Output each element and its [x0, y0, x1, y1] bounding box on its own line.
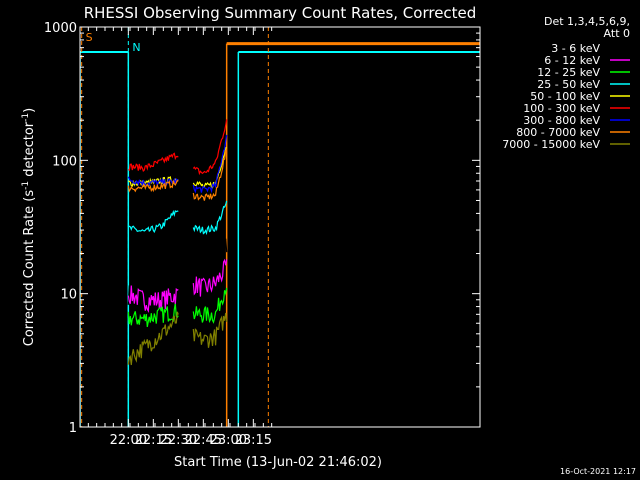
series-line: [128, 175, 179, 187]
legend-label: 3 - 6 keV: [551, 42, 600, 55]
x-tick-label: 22:00: [110, 433, 147, 448]
y-tick-label: 100: [52, 154, 77, 169]
x-axis-label: Start Time (13-Jun-02 21:46:02): [174, 455, 382, 470]
y-label-sup: -1: [21, 181, 31, 190]
legend-label: 6 - 12 keV: [544, 54, 600, 67]
series-line: [128, 152, 179, 172]
series-line: [192, 149, 228, 201]
series-line: [127, 276, 179, 305]
y-tick-label: 1: [69, 421, 77, 436]
y-label-main: Corrected Count Rate (s: [22, 190, 37, 347]
legend-label: 7000 - 15000 keV: [502, 138, 600, 151]
series-line: [127, 179, 179, 193]
legend-label: 800 - 7000 keV: [516, 126, 600, 139]
series-line: [192, 200, 228, 236]
legend-label: 100 - 300 keV: [523, 102, 600, 115]
series-line: [192, 258, 228, 297]
series-line: [127, 209, 179, 234]
series-line: [192, 147, 227, 189]
plot-frame: [79, 26, 481, 428]
x-tick-label: 22:15: [135, 433, 172, 448]
y-tick-label: 1000: [44, 21, 77, 36]
series-line: [127, 176, 179, 188]
y-tick-label: 10: [60, 288, 77, 303]
legend-label: 25 - 50 keV: [537, 78, 600, 91]
series-line: [192, 287, 228, 324]
series-line: [127, 285, 179, 313]
x-tick-label: 22:30: [160, 433, 197, 448]
x-tick-label: 22:45: [185, 433, 222, 448]
series-line: [127, 303, 179, 328]
x-tick-label: 23:00: [210, 433, 247, 448]
series-line: [192, 312, 228, 348]
svg-text:Corrected Count Rate (s-1 dete: Corrected Count Rate (s-1 detector-1): [21, 108, 37, 346]
y-axis-label: Corrected Count Rate (s-1 detector-1): [21, 108, 37, 346]
legend-header: Det 1,3,4,5,6,9,: [544, 15, 630, 28]
y-label-end: detector: [22, 121, 37, 181]
legend-label: 300 - 800 keV: [523, 114, 600, 127]
x-tick-label: 23:15: [235, 433, 272, 448]
series-line: [192, 134, 228, 194]
y-label-sup2: -1: [21, 113, 31, 122]
y-label-close: ): [22, 108, 37, 113]
series-line: [192, 119, 228, 176]
saa-marker-label: N: [132, 41, 140, 54]
legend-label: 12 - 25 keV: [537, 66, 600, 79]
legend-label: 50 - 100 keV: [530, 90, 600, 103]
series-line: [192, 238, 228, 279]
legend-header: Att 0: [604, 27, 630, 40]
flare-marker-label: S: [86, 31, 93, 44]
chart-title: RHESSI Observing Summary Count Rates, Co…: [84, 4, 477, 22]
footer-timestamp: 16-Oct-2021 12:17: [560, 467, 636, 476]
series-line: [127, 311, 179, 366]
